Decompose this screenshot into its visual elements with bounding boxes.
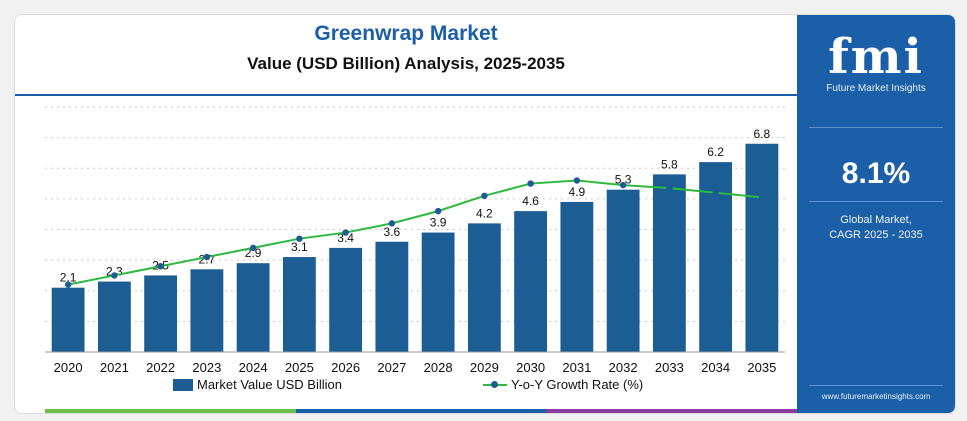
legend-line-swatch — [483, 379, 507, 391]
bar-value-label-2034: 6.2 — [707, 145, 724, 159]
x-tick-label-2031: 2031 — [562, 360, 591, 375]
x-tick-label-2024: 2024 — [239, 360, 268, 375]
title-divider — [15, 94, 797, 96]
bar-value-label-2029: 4.2 — [476, 206, 493, 220]
bar-value-label-2035: 6.8 — [754, 127, 771, 141]
legend-item-market-value: Market Value USD Billion — [173, 377, 342, 392]
x-tick-label-2020: 2020 — [54, 360, 83, 375]
x-tick-label-2022: 2022 — [146, 360, 175, 375]
growth-rate-point-2030 — [527, 180, 534, 187]
cagr-value: 8.1% — [841, 157, 911, 190]
cagr-label-line1: Global Market, — [840, 214, 912, 226]
growth-rate-point-2026 — [342, 229, 349, 236]
website-url: www.futuremarketinsights.com — [821, 392, 931, 401]
growth-rate-point-2020 — [64, 281, 72, 288]
cagr-label-line2: CAGR 2025 - 2035 — [829, 229, 923, 241]
bar-value-label-2025: 3.1 — [291, 240, 308, 254]
x-tick-label-2032: 2032 — [609, 360, 638, 375]
bar-value-label-2030: 4.6 — [522, 194, 539, 208]
chart-subtitle: Value (USD Billion) Analysis, 2025-2035 — [247, 54, 565, 73]
x-tick-label-2034: 2034 — [701, 360, 730, 375]
bar-2026 — [329, 247, 363, 352]
bar-value-label-2020: 2.1 — [60, 271, 77, 285]
x-tick-label-2029: 2029 — [470, 360, 499, 375]
chart-panel: Greenwrap Market Value (USD Billion) Ana… — [15, 15, 798, 413]
logo-text: fmi — [828, 29, 924, 85]
bar-2035 — [745, 143, 779, 352]
x-tick-label-2025: 2025 — [285, 360, 314, 375]
x-tick-label-2021: 2021 — [100, 360, 129, 375]
x-tick-label-2023: 2023 — [192, 360, 221, 375]
growth-rate-point-2023 — [203, 253, 211, 261]
bar-value-label-2028: 3.9 — [430, 216, 447, 230]
bar-value-label-2032: 5.3 — [615, 173, 632, 187]
growth-rate-point-2022 — [157, 263, 164, 270]
growth-rate-point-2024 — [249, 244, 257, 252]
growth-rate-line — [67, 179, 762, 286]
x-tick-label-2035: 2035 — [747, 360, 776, 375]
bar-2025 — [282, 257, 316, 352]
bar-2027 — [375, 241, 409, 352]
bar-value-label-2031: 4.9 — [569, 185, 586, 199]
legend-bar-swatch — [173, 378, 193, 391]
bar-2021 — [97, 281, 131, 352]
growth-rate-point-2034 — [712, 189, 719, 196]
bar-2024 — [236, 263, 270, 352]
legend-label-market-value: Market Value USD Billion — [197, 377, 342, 392]
x-tick-label-2033: 2033 — [655, 360, 684, 375]
growth-rate-point-2033 — [666, 184, 673, 192]
growth-rate-point-2028 — [434, 207, 442, 215]
growth-rate-point-2027 — [388, 220, 396, 227]
brand-sidebar: fmi Future Market Insights 8.1% Global M… — [797, 15, 955, 413]
bar-value-label-2027: 3.6 — [384, 225, 401, 239]
color-strip — [45, 409, 798, 413]
fmi-logo: fmi Future Market Insights — [797, 31, 955, 94]
growth-rate-point-2031 — [573, 177, 581, 184]
sidebar-divider-middle — [809, 201, 943, 202]
x-tick-label-2030: 2030 — [516, 360, 545, 375]
growth-rate-point-2025 — [296, 235, 303, 242]
bar-2020 — [51, 287, 85, 352]
x-tick-label-2026: 2026 — [331, 360, 360, 375]
growth-rate-point-2029 — [481, 192, 488, 200]
chart-title: Greenwrap Market — [314, 22, 498, 45]
bar-2030 — [514, 211, 548, 352]
growth-rate-point-2035 — [758, 194, 766, 201]
growth-rate-point-2032 — [619, 181, 627, 189]
bar-2032 — [606, 189, 640, 352]
bar-2023 — [190, 269, 224, 352]
chart-legend: Market Value USD Billion Y-o-Y Growth Ra… — [15, 377, 797, 397]
x-tick-label-2028: 2028 — [424, 360, 453, 375]
bar-line-chart: 2.120202.320212.520222.720232.920243.120… — [45, 106, 785, 375]
growth-rate-point-2021 — [111, 272, 118, 279]
bar-2031 — [560, 201, 594, 352]
bar-2029 — [467, 223, 501, 352]
bar-value-label-2026: 3.4 — [337, 231, 354, 245]
logo-subtitle: Future Market Insights — [826, 83, 926, 94]
legend-label-growth-rate: Y-o-Y Growth Rate (%) — [511, 377, 644, 392]
bar-2022 — [144, 275, 178, 352]
bar-2033 — [652, 174, 686, 352]
bar-value-label-2033: 5.8 — [661, 157, 678, 171]
sidebar-divider-top — [809, 127, 943, 128]
legend-item-growth-rate: Y-o-Y Growth Rate (%) — [483, 377, 643, 392]
bar-2028 — [421, 232, 455, 352]
sidebar-divider-bottom — [809, 385, 943, 386]
cagr-label: Global Market, CAGR 2025 - 2035 — [797, 213, 955, 243]
infographic-card: Greenwrap Market Value (USD Billion) Ana… — [14, 14, 956, 414]
x-tick-label-2027: 2027 — [377, 360, 406, 375]
